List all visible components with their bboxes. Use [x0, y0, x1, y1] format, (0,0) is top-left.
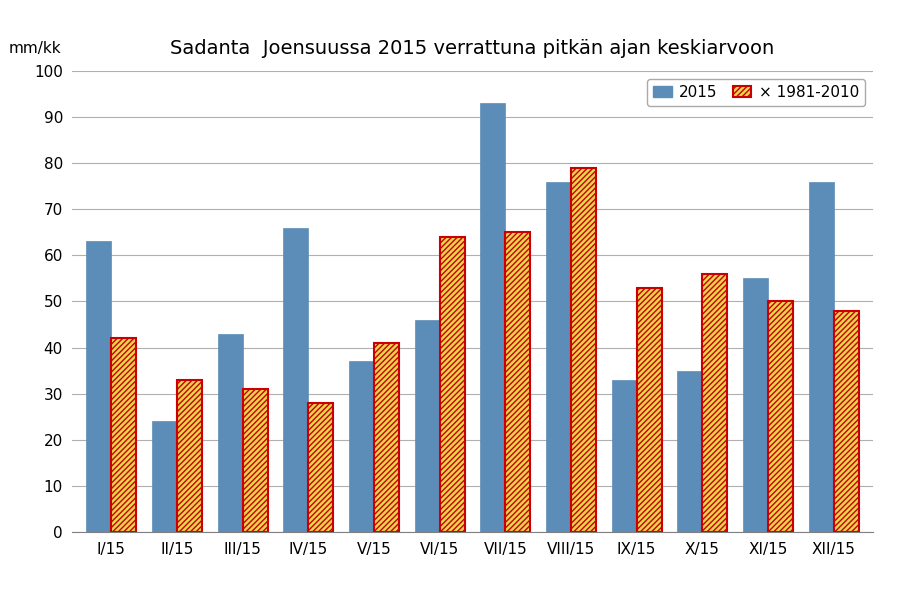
Bar: [571, 168, 596, 532]
Bar: [768, 301, 793, 532]
Bar: [743, 278, 768, 532]
Bar: [284, 228, 309, 532]
Bar: [415, 320, 440, 532]
Bar: [309, 403, 333, 532]
Bar: [86, 242, 112, 532]
Bar: [218, 334, 243, 532]
Bar: [243, 389, 267, 532]
Title: Sadanta  Joensuussa 2015 verrattuna pitkän ajan keskiarvoon: Sadanta Joensuussa 2015 verrattuna pitkä…: [170, 39, 775, 59]
Bar: [505, 232, 530, 532]
Bar: [177, 380, 202, 532]
Bar: [152, 421, 177, 532]
Bar: [833, 311, 859, 532]
Bar: [546, 181, 571, 532]
Bar: [374, 343, 399, 532]
Legend: 2015, × 1981-2010: 2015, × 1981-2010: [647, 79, 866, 106]
Bar: [612, 380, 636, 532]
Bar: [112, 338, 136, 532]
Text: mm/kk: mm/kk: [9, 41, 61, 56]
Bar: [440, 237, 464, 532]
Bar: [636, 288, 662, 532]
Bar: [678, 371, 702, 532]
Bar: [809, 181, 833, 532]
Bar: [481, 103, 505, 532]
Bar: [349, 361, 374, 532]
Bar: [702, 274, 727, 532]
